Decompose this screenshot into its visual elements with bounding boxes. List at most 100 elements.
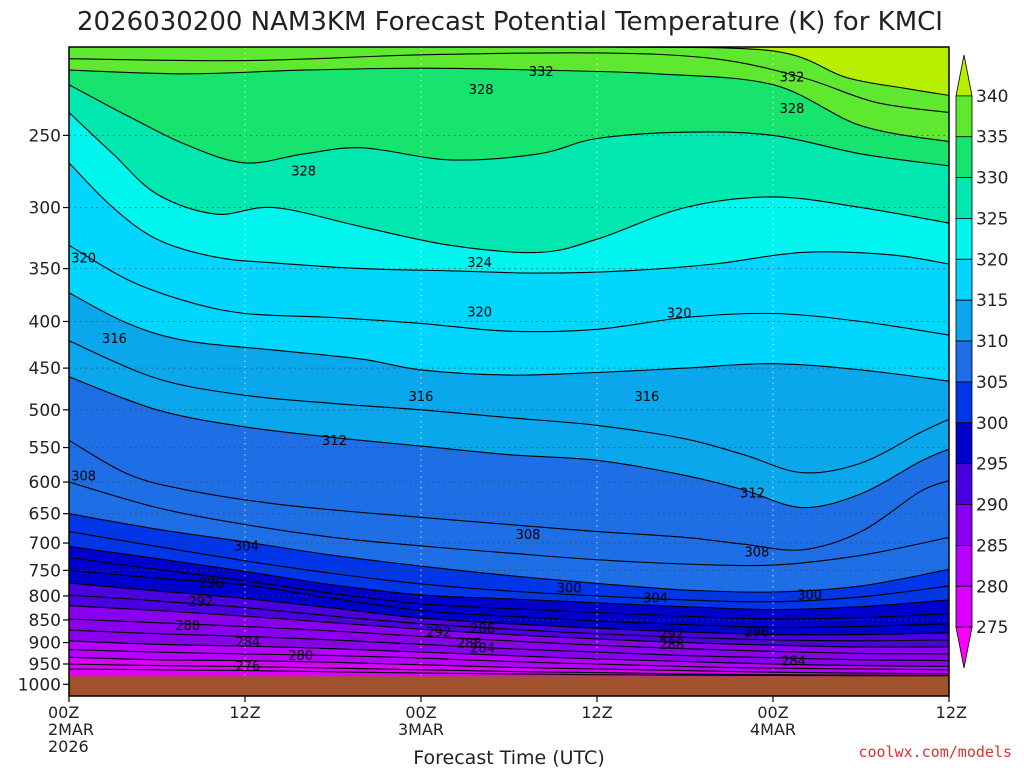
y-tick-label-450: 450 (29, 359, 61, 379)
colorbar-band-340 (955, 54, 973, 97)
contour-label-5: 324 (467, 256, 492, 271)
y-tick-label-1000: 1000 (18, 675, 61, 695)
colorbar-band-335 (955, 95, 973, 138)
x-tick-label-24-0: 00Z (405, 703, 436, 722)
contour-label-4: 328 (291, 165, 316, 180)
contour-label-7: 320 (467, 305, 492, 320)
contour-label-2: 328 (469, 83, 494, 98)
y-tick-label-550: 550 (29, 439, 61, 459)
isentrope-284 (69, 640, 949, 668)
contour-label-14: 308 (71, 470, 96, 485)
y-tick-label-800: 800 (29, 587, 61, 607)
contour-label-34: 276 (236, 659, 261, 674)
ground-area (69, 676, 949, 696)
colorbar-label-295: 295 (976, 455, 1008, 475)
colorbar-label-335: 335 (976, 128, 1008, 148)
contour-label-33: 280 (288, 649, 313, 664)
colorbar-label-325: 325 (976, 209, 1008, 229)
isentrope-336 (69, 52, 949, 114)
y-axis: 250 300 350 400 450 500 550 600 650 700 750 800 850 9… (18, 126, 69, 695)
contour-label-16: 308 (744, 546, 769, 561)
colorbar-label-300: 300 (976, 414, 1008, 434)
contour-label-32: 284 (781, 654, 806, 669)
contour-label-0: 332 (529, 65, 554, 80)
colorbar-band-330 (955, 136, 973, 178)
contour-label-6: 320 (71, 251, 96, 266)
isentrope-290 (69, 605, 949, 648)
contour-label-8: 320 (667, 306, 692, 321)
colorbar-label-285: 285 (976, 536, 1008, 556)
ground-fill (69, 676, 949, 696)
contour-label-12: 312 (322, 434, 347, 449)
contour-label-9: 316 (102, 332, 127, 347)
contour-label-22: 296 (744, 625, 769, 640)
contour-label-1: 332 (780, 70, 805, 85)
isentrope-286 (69, 629, 949, 662)
plot-frame (68, 46, 950, 697)
isentrope-280 (69, 656, 949, 675)
colorbar: 340 335 330 325 320 315 310 305 300 295 290 285 280 2… (955, 54, 1008, 669)
isentrope-292 (69, 594, 949, 642)
colorbar-band-305 (955, 340, 973, 383)
contour-label-11: 316 (634, 390, 659, 405)
contour-labels: 332 332 328 328 328 324 320 320 320 316 316 316 312 3… (71, 65, 822, 675)
y-tick-label-350: 350 (29, 260, 61, 280)
colorbar-label-320: 320 (976, 250, 1008, 270)
x-tick-label-24-1: 3MAR (398, 720, 444, 739)
colorbar-band-320 (955, 218, 973, 260)
x-tick-label-48-0: 00Z (757, 703, 788, 722)
contour-label-24: 292 (426, 625, 451, 640)
credit-text[interactable]: coolwx.com/models (858, 743, 1012, 761)
isentrope-306 (69, 481, 949, 567)
colorbar-label-315: 315 (976, 291, 1008, 311)
y-tick-label-850: 850 (29, 611, 61, 631)
contour-label-27: 288 (457, 636, 482, 651)
y-tick-label-400: 400 (29, 312, 61, 332)
isentrope-302 (69, 531, 949, 603)
isentrope-314 (69, 292, 949, 382)
colorbar-band-280 (955, 545, 973, 587)
colorbar-band-300 (955, 381, 973, 424)
isentrope-310 (69, 376, 949, 509)
isentrope-316 (69, 244, 949, 336)
isentrope-276 (69, 668, 949, 677)
x-tick-label-60-0: 12Z (936, 703, 967, 722)
colorbar-band-325 (955, 177, 973, 219)
y-tick-label-300: 300 (29, 199, 61, 219)
colorbar-label-340: 340 (976, 87, 1008, 107)
isentrope-lines (69, 47, 949, 677)
isentrope-282 (69, 649, 949, 671)
isentrope-308 (69, 439, 949, 551)
y-tick-label-900: 900 (29, 634, 61, 654)
colorbar-label-305: 305 (976, 373, 1008, 393)
filled-contours (69, 47, 949, 696)
contour-label-20: 300 (797, 588, 822, 603)
contour-label-28: 288 (659, 638, 684, 653)
colorbar-band-270 (955, 626, 973, 669)
contour-label-31: 284 (470, 641, 495, 656)
isentrope-320 (69, 162, 949, 274)
contour-label-30: 284 (236, 636, 261, 651)
x-tick-label-0-0: 00Z (48, 703, 79, 722)
contour-label-21: 296 (199, 576, 224, 591)
colorbar-band-285 (955, 504, 973, 546)
contour-label-19: 300 (557, 581, 582, 596)
y-tick-label-950: 950 (29, 655, 61, 675)
colorbar-label-275: 275 (976, 618, 1008, 638)
isentrope-328 (69, 84, 949, 167)
colorbar-label-290: 290 (976, 496, 1008, 516)
isentrope-324 (69, 112, 949, 254)
colorbar-band-295 (955, 422, 973, 465)
y-tick-label-250: 250 (29, 126, 61, 146)
y-tick-label-700: 700 (29, 534, 61, 554)
isentrope-304 (69, 513, 949, 593)
colorbar-label-280: 280 (976, 577, 1008, 597)
isentrope-288 (69, 618, 949, 655)
isentrope-332 (69, 67, 949, 143)
isentrope-294 (69, 582, 949, 636)
contour-label-10: 316 (409, 390, 434, 405)
contour-label-17: 304 (234, 539, 259, 554)
x-tick-label-12-0: 12Z (229, 703, 260, 722)
isentrope-298 (69, 556, 949, 620)
